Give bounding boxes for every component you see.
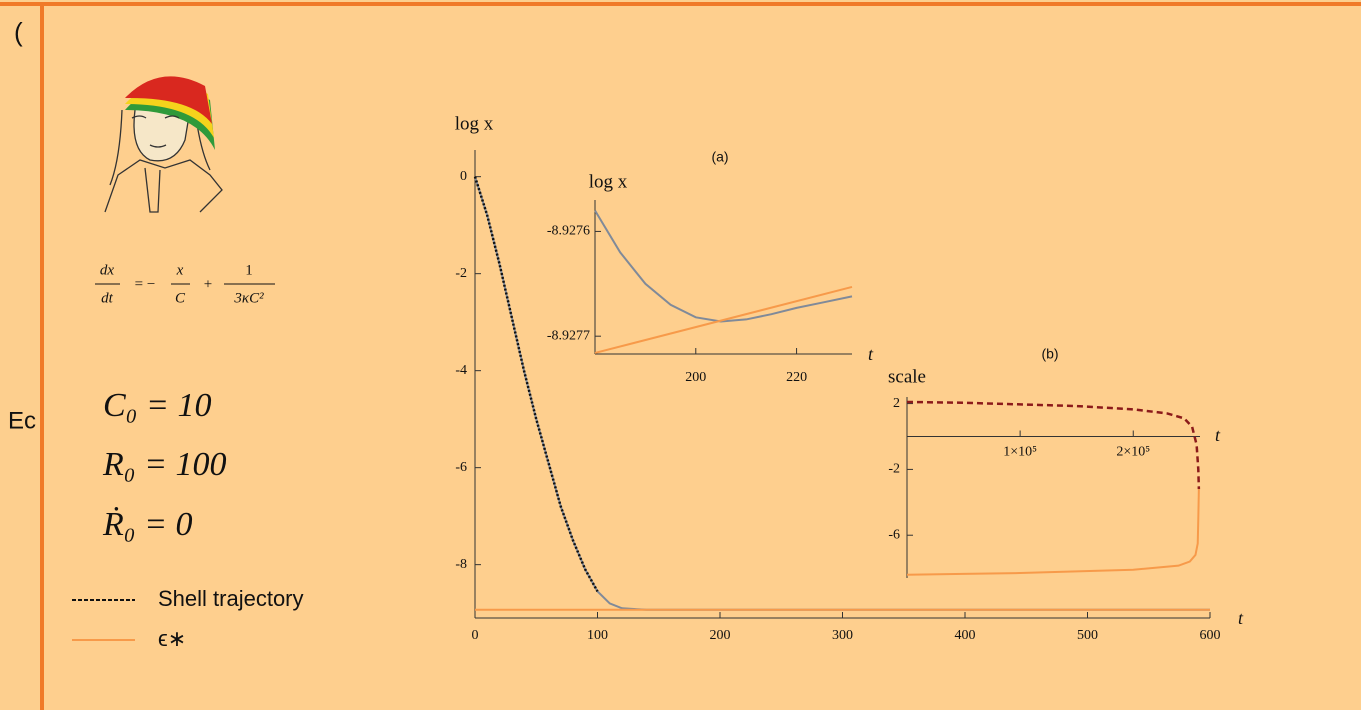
legend-label: ϵ∗ <box>158 626 186 651</box>
x-tick-label: 400 <box>955 628 976 643</box>
series-line <box>906 489 1200 576</box>
background-text: Ec <box>8 407 36 434</box>
equation-part: + <box>204 276 212 292</box>
chart-title: (a) <box>711 149 728 165</box>
cartoon <box>104 76 223 213</box>
equation-part: C <box>175 290 186 306</box>
x-tick-label: 500 <box>1077 628 1098 643</box>
x-axis-label: t <box>1215 425 1221 445</box>
y-axis-label: log x <box>589 171 628 192</box>
parameter: C₀ = 10 <box>103 387 211 424</box>
y-axis-label: log x <box>455 113 494 134</box>
parameter: R₀ = 100 <box>102 446 227 483</box>
chart: (a) log x t 200 220 -8.9276 -8.9277 <box>547 149 874 386</box>
equation-part: dx <box>100 262 115 278</box>
x-tick-label: 220 <box>786 370 807 385</box>
y-tick-label: -8 <box>455 557 467 572</box>
x-tick-label: 600 <box>1200 628 1221 643</box>
x-tick-label: 1×10⁵ <box>1003 445 1037 460</box>
x-tick-label: 200 <box>710 628 731 643</box>
chart: (b) scale t 1×10⁵ 2×10⁵ 2 -2 -6 <box>888 346 1221 578</box>
legend-label: Shell trajectory <box>158 586 304 611</box>
charts: log xt0 100 200 300 400 500 6000-2-4-6-8(a)log… <box>72 113 1244 651</box>
equation-part: 3κC² <box>233 290 264 306</box>
y-tick-label: 0 <box>460 169 467 184</box>
series-line <box>594 285 853 354</box>
x-tick-label: 200 <box>685 370 706 385</box>
equation-part: x <box>176 262 184 278</box>
parameters: C₀ = 10 R₀ = 100 Ṙ₀ = 0 <box>102 387 227 543</box>
background-text: ( <box>14 17 23 47</box>
slide-panel <box>42 4 1361 710</box>
chart-title: (b) <box>1041 346 1058 362</box>
series-line <box>906 400 1201 490</box>
y-tick-label: -2 <box>888 462 900 477</box>
chart: log x t 0 100 200 300 400 500 600 0 -2 -4 -6 -8 <box>455 113 1244 643</box>
x-tick-label: 100 <box>587 628 608 643</box>
equation-part: dt <box>101 290 114 306</box>
x-tick-label: 2×10⁵ <box>1116 445 1150 460</box>
parameter: Ṙ₀ = 0 <box>102 506 193 543</box>
y-tick-label: -8.9277 <box>547 328 590 343</box>
x-axis-label: t <box>868 344 874 364</box>
y-tick-label: -6 <box>888 527 900 542</box>
equation-part: = − <box>135 276 156 292</box>
y-tick-label: -6 <box>455 460 467 475</box>
x-tick-label: 300 <box>832 628 853 643</box>
x-axis-label: t <box>1238 608 1244 628</box>
y-tick-label: -4 <box>455 363 467 378</box>
equation: dx dt = − x C + 1 3κC² <box>95 262 275 306</box>
y-tick-label: -8.9276 <box>547 224 590 239</box>
y-axis-label: scale <box>888 366 926 387</box>
y-tick-label: -2 <box>455 266 467 281</box>
equation-part: 1 <box>245 262 253 278</box>
y-tick-label: 2 <box>893 396 900 411</box>
x-tick-label: 0 <box>472 628 479 643</box>
